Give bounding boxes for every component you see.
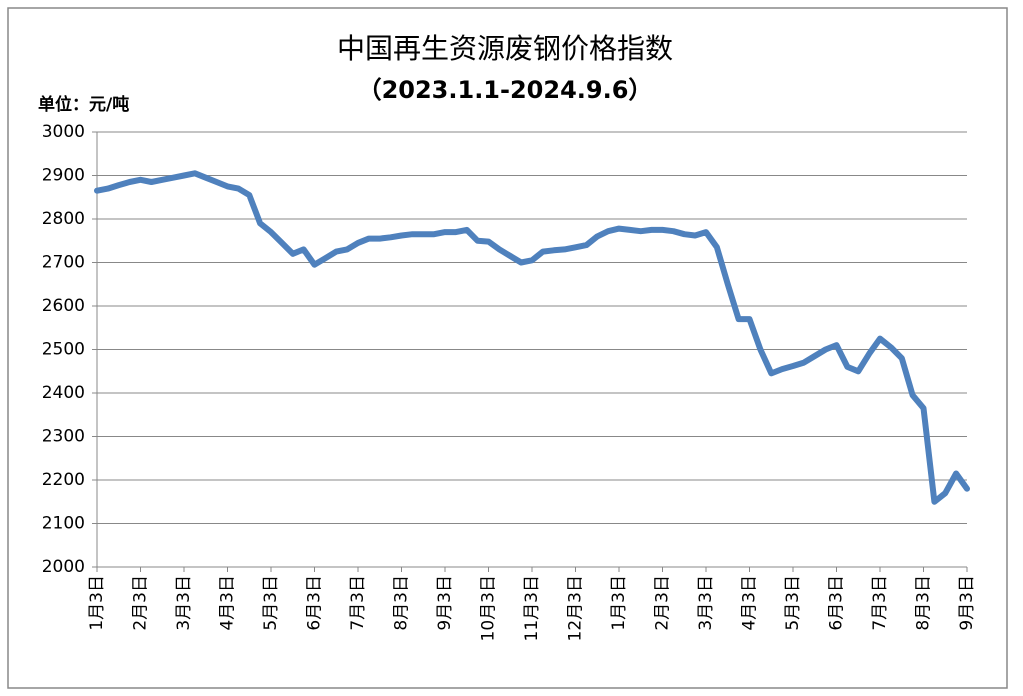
y-axis-label: 单位：元/吨 [38,94,129,115]
x-tick-label: 9月3日 [957,575,977,631]
y-tick-label: 2100 [42,514,85,534]
y-tick-label: 2700 [42,253,85,273]
x-tick-label: 1月3日 [87,575,107,631]
chart-subtitle: （2023.1.1-2024.9.6） [358,76,653,104]
x-tick-label: 6月3日 [827,575,847,631]
y-tick-label: 2500 [42,340,85,360]
y-tick-label: 2800 [42,209,85,229]
x-tick-label: 6月3日 [305,575,325,631]
x-tick-label: 2月3日 [131,575,151,631]
x-tick-label: 4月3日 [218,575,238,631]
x-tick-label: 11月3日 [522,575,542,641]
x-tick-label: 5月3日 [783,575,803,631]
chart-border [7,7,1008,689]
y-tick-label: 2000 [42,557,85,577]
x-tick-label: 7月3日 [870,575,890,631]
x-tick-label: 9月3日 [435,575,455,631]
x-tick-label: 7月3日 [348,575,368,631]
x-tick-label: 12月3日 [566,575,586,641]
x-tick-label: 4月3日 [740,575,760,631]
y-tick-label: 2900 [42,166,85,186]
x-tick-label: 1月3日 [609,575,629,631]
x-tick-label: 10月3日 [479,575,499,641]
y-tick-label: 2600 [42,296,85,316]
x-tick-label: 5月3日 [261,575,281,631]
line-series [94,170,970,505]
x-tick-label: 2月3日 [653,575,673,631]
x-tick-label: 3月3日 [696,575,716,631]
chart-title: 中国再生资源废钢价格指数 [337,32,673,65]
x-tick-label: 8月3日 [392,575,412,631]
y-tick-label: 2200 [42,470,85,490]
y-tick-label: 2300 [42,427,85,447]
y-tick-label: 2400 [42,383,85,403]
y-tick-label: 3000 [42,122,85,142]
x-tick-label: 8月3日 [914,575,934,631]
x-tick-label: 3月3日 [174,575,194,631]
